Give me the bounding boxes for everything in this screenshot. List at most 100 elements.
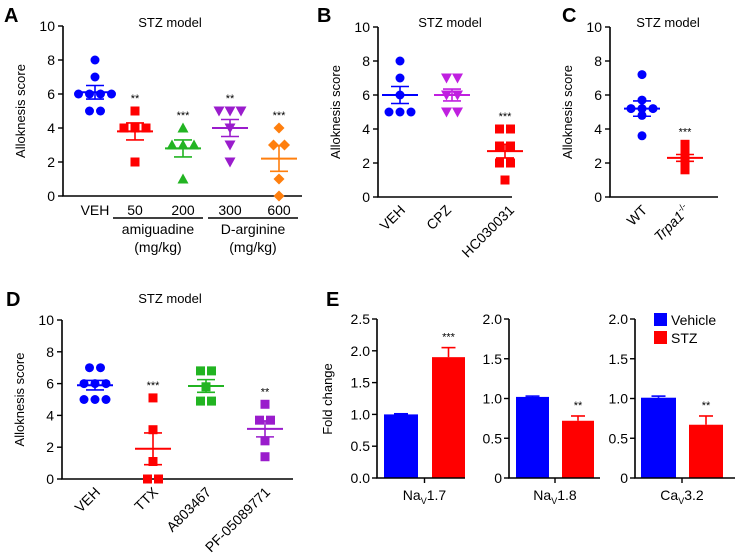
data-point (441, 107, 452, 118)
group-label: amiguadine (122, 221, 195, 237)
chart-title: STZ model (636, 15, 700, 30)
y-tick-label: 0 (47, 188, 55, 204)
data-point (154, 474, 163, 484)
chart-title: STZ model (418, 15, 482, 30)
legend-swatch-stz (654, 331, 667, 344)
x-tick-label-text: WT (623, 201, 650, 228)
data-point (495, 158, 504, 168)
significance-label: ** (574, 400, 583, 412)
gene-base: Na (403, 487, 421, 503)
chart-title: STZ model (138, 15, 202, 30)
data-point (637, 70, 647, 80)
data-point (495, 124, 504, 134)
data-point (90, 72, 100, 82)
y-tick-label: 2 (594, 155, 602, 171)
x-tick-label: 300 (218, 202, 242, 218)
x-tick-label: HC030031 (458, 202, 517, 261)
x-tick-label-text: HC030031 (458, 202, 517, 261)
x-tick-label: NaV1.7 (403, 487, 447, 506)
y-axis-label: Fold change (320, 363, 335, 435)
y-axis-label: Alloknesis score (13, 64, 28, 158)
data-point (680, 165, 690, 175)
subplot-1: ** 0 0.5 1.0 1.5 2.0 NaV1.8 (483, 311, 600, 506)
bar-stz (689, 424, 723, 478)
y-tick-label: 8 (594, 53, 602, 69)
bar-stz (432, 357, 465, 478)
data-point (260, 452, 270, 462)
y-tick-label: 1.0 (609, 391, 629, 407)
y-tick-label: 0 (594, 189, 602, 205)
significance-label: *** (177, 110, 191, 122)
data-point (506, 158, 515, 168)
series-3: ** (247, 386, 283, 462)
y-tick-label: 0.0 (351, 470, 371, 486)
y-tick-label: 10 (39, 18, 55, 34)
series-1: *** (667, 126, 703, 175)
panel-letter: C (562, 5, 576, 27)
data-point (196, 366, 205, 376)
series-0 (382, 56, 418, 117)
panel-B: B STZ model Alloknesis score 0 2 4 6 8 10 VEH CPZ *… (317, 5, 523, 260)
x-tick-label: VEH (81, 202, 110, 218)
series-0 (74, 55, 116, 116)
y-tick-label: 0.5 (609, 430, 629, 446)
data-point (207, 396, 216, 406)
y-tick-label: 2.0 (351, 343, 371, 359)
data-point (506, 124, 515, 134)
data-point (680, 158, 690, 168)
data-point (213, 106, 225, 117)
y-tick-label: 1.5 (483, 351, 503, 367)
bar-vehicle (641, 397, 676, 478)
y-tick-label: 2.0 (609, 311, 629, 327)
y-tick-label: 6 (46, 376, 54, 392)
gene-rest: 1.7 (427, 487, 447, 503)
series-1: *** (135, 380, 171, 484)
data-point (273, 173, 285, 185)
x-tick-label-text: VEH (71, 484, 103, 516)
x-tick-label: 200 (171, 202, 195, 218)
gene-rest: 3.2 (684, 487, 704, 503)
data-point (207, 366, 216, 376)
y-tick-label: 8 (362, 53, 370, 69)
significance-label: *** (147, 380, 161, 392)
data-point (74, 89, 83, 99)
data-point (141, 123, 151, 133)
panel-letter: B (317, 5, 331, 27)
panel-letter: A (4, 5, 18, 27)
series-3: ** (212, 93, 248, 168)
y-tick-label: 2 (362, 155, 370, 171)
y-axis-label: Alloknesis score (328, 65, 343, 159)
y-tick-label: 0 (362, 189, 370, 205)
bar-vehicle (384, 414, 418, 478)
y-tick-label: 1.5 (609, 351, 629, 367)
y-tick-label: 2 (46, 439, 54, 455)
x-tick-label: CaV3.2 (660, 487, 704, 506)
gene-sub: V (678, 496, 684, 506)
data-point (506, 141, 515, 151)
y-tick-label: 2 (47, 154, 55, 170)
data-point (452, 107, 463, 118)
significance-label: ** (261, 386, 270, 398)
y-tick-label: 4 (46, 407, 54, 423)
data-point (500, 175, 510, 185)
group-label: D-arginine (221, 221, 286, 237)
data-point (680, 139, 690, 149)
x-tick-label-text: CPZ (423, 201, 454, 232)
y-tick-label: 1.0 (483, 391, 503, 407)
y-tick-label: 6 (594, 87, 602, 103)
data-point (268, 139, 279, 151)
y-tick-label: 1.0 (351, 406, 371, 422)
data-point (143, 474, 152, 484)
y-tick-label: 8 (46, 344, 54, 360)
data-point (406, 107, 416, 117)
data-point (224, 157, 236, 168)
data-point (85, 89, 94, 99)
x-tick-label: 600 (267, 202, 291, 218)
gene-base: Na (533, 487, 551, 503)
data-point (273, 190, 285, 202)
significance-label: ** (131, 93, 140, 105)
series-2 (188, 366, 224, 406)
data-point (101, 395, 111, 404)
